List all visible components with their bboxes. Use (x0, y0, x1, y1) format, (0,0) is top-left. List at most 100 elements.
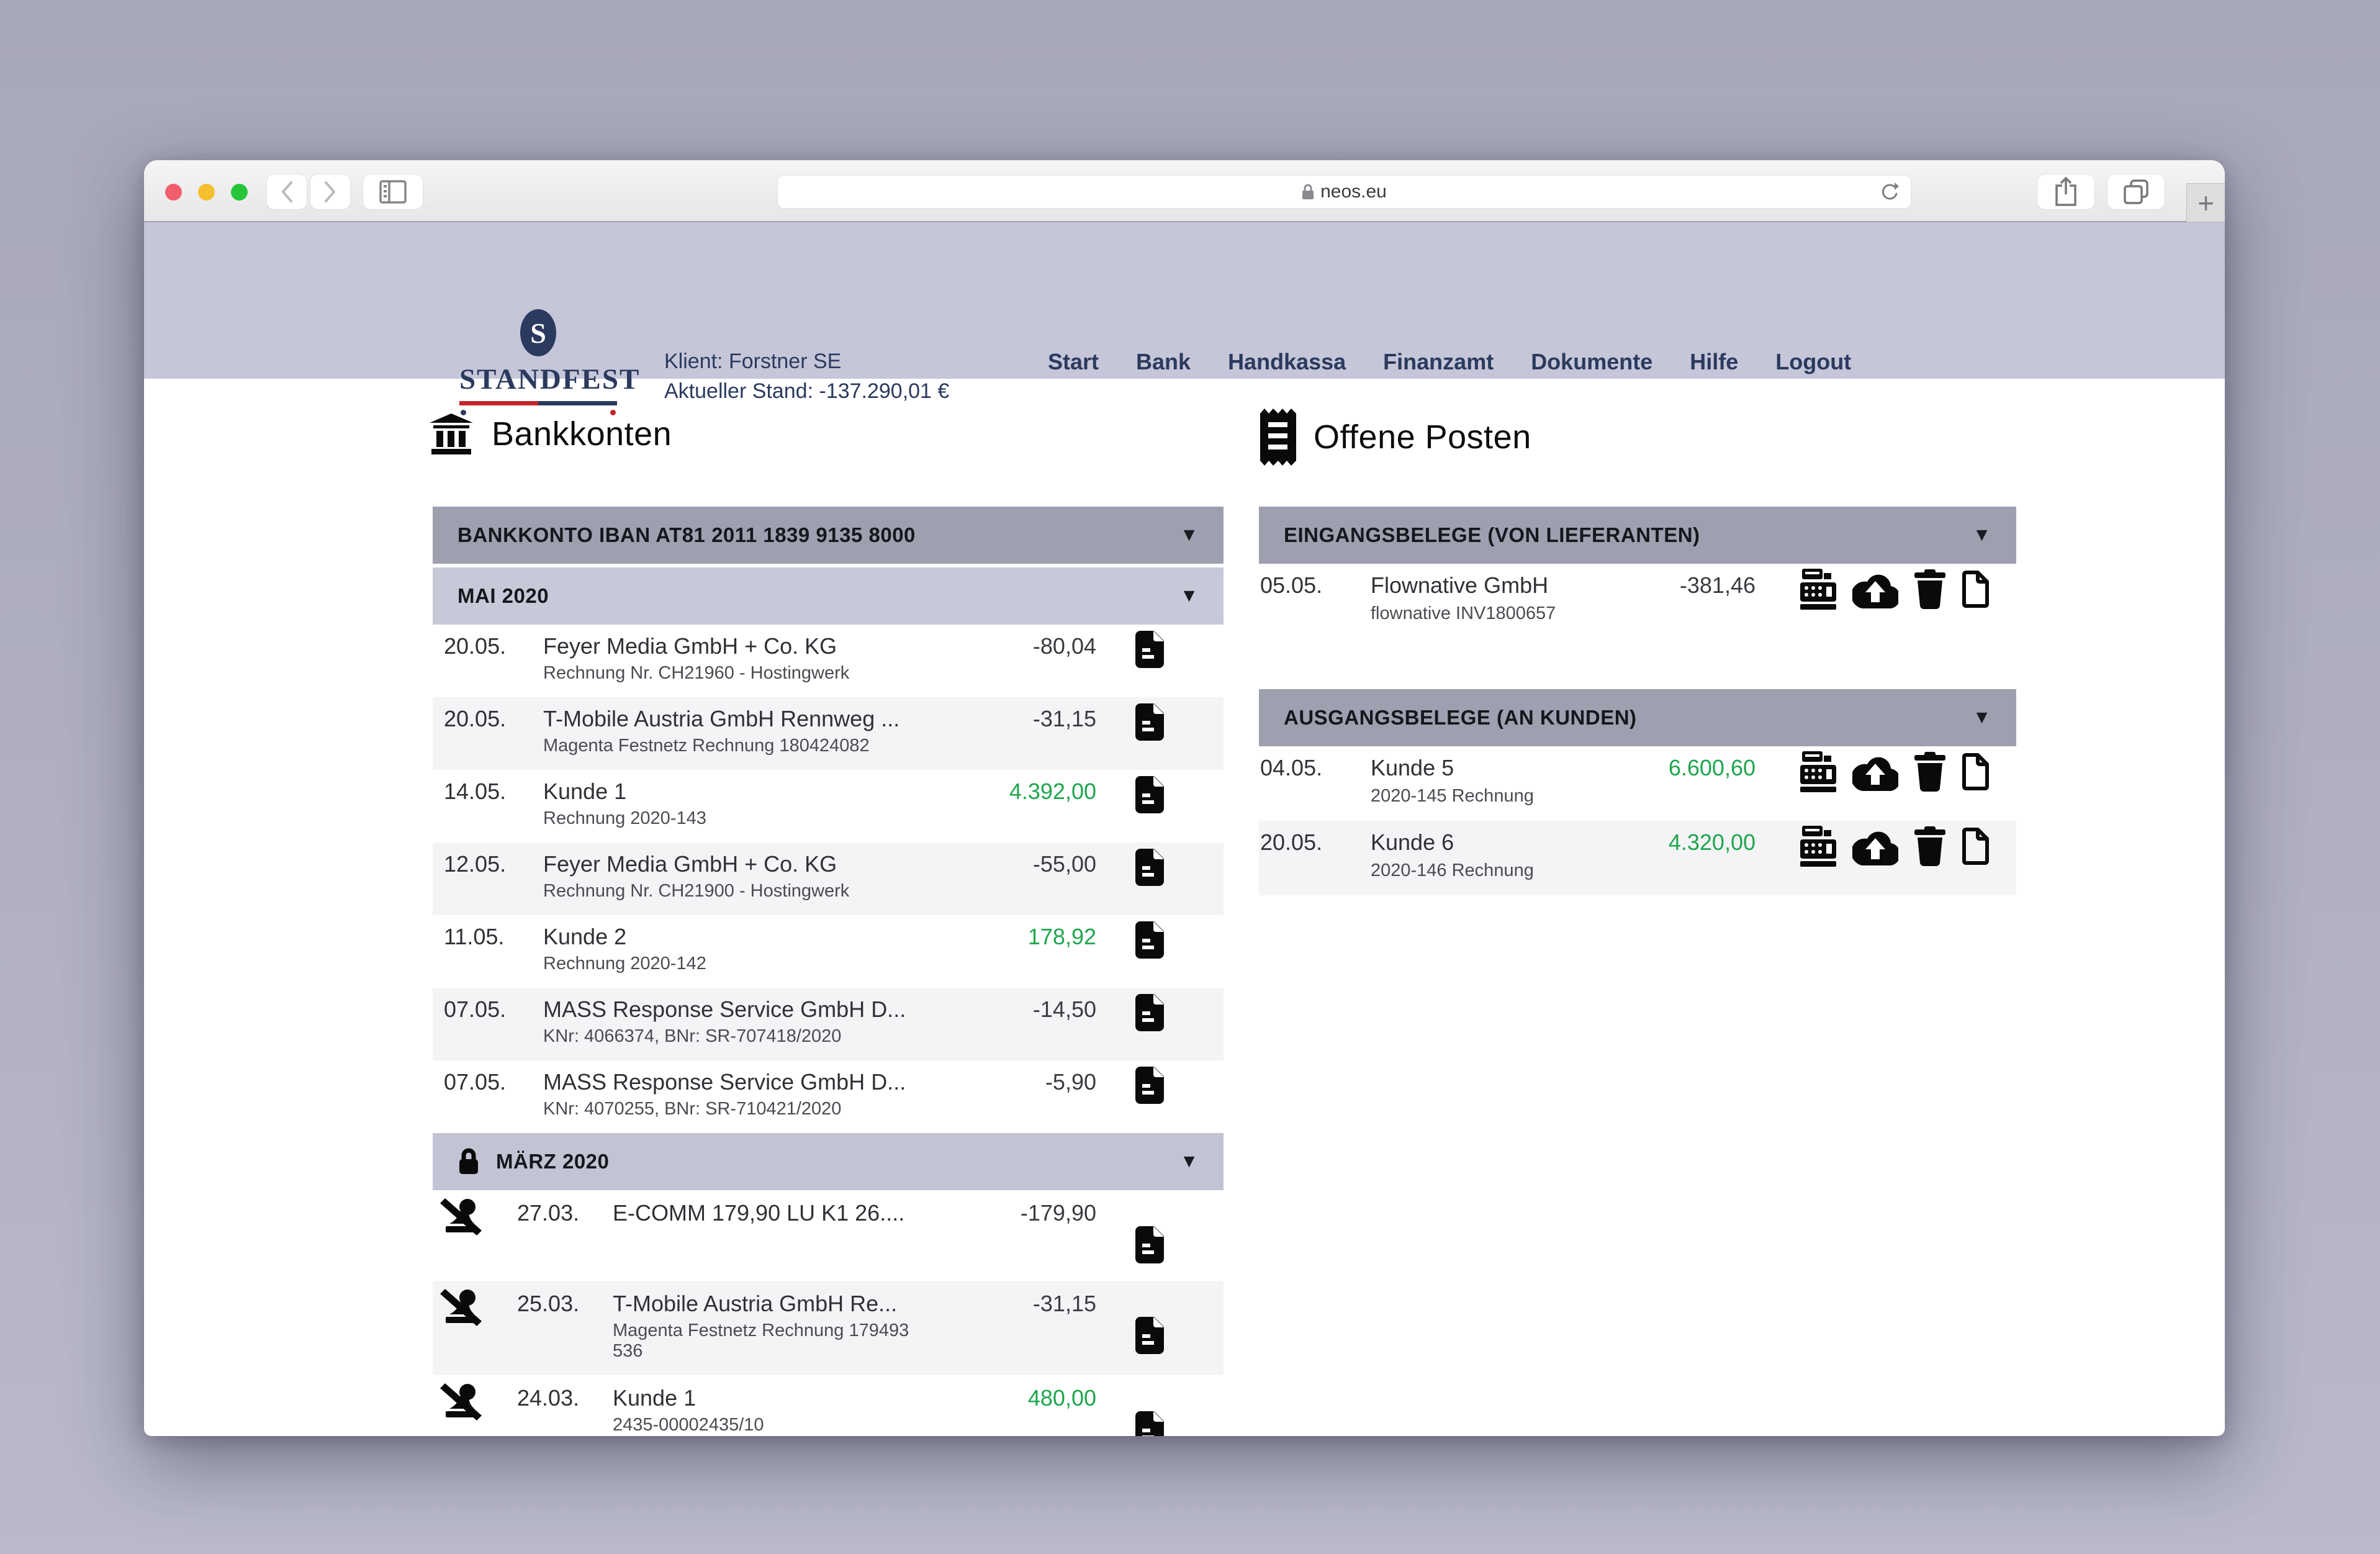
bank-transaction-row[interactable]: 20.05. Feyer Media GmbH + Co. KG Rechnun… (433, 625, 1224, 697)
minimize-window-button[interactable] (198, 184, 215, 201)
transaction-date: 25.03. (517, 1291, 580, 1316)
transaction-date: 11.05. (444, 924, 505, 949)
nav-item-finanzamt[interactable]: Finanzamt (1383, 349, 1494, 374)
transaction-name: Kunde 2 (543, 924, 627, 949)
transaction-detail: Rechnung 2020-142 (543, 954, 706, 974)
bank-rows-marz: 27.03. E-COMM 179,90 LU K1 26.... -179,9… (433, 1190, 1224, 1436)
transaction-amount: -179,90 (1020, 1200, 1096, 1226)
bank-month-header-mai[interactable]: MAI 2020 ▼ (433, 567, 1224, 625)
nav-item-start[interactable]: Start (1048, 349, 1099, 374)
new-tab-button[interactable]: + (2186, 183, 2225, 222)
document-date: 20.05. (1260, 829, 1323, 855)
row-actions (1800, 569, 1990, 610)
transaction-detail: KNr: 4066374, BNr: SR-707418/2020 (543, 1026, 842, 1046)
nav-item-handkassa[interactable]: Handkassa (1228, 349, 1346, 374)
document-lined-icon[interactable] (1135, 776, 1164, 813)
transaction-name: Kunde 1 (543, 779, 627, 804)
browser-window: neos.eu + (144, 160, 2225, 1436)
share-icon (2055, 176, 2076, 206)
collapse-caret-icon[interactable]: ▼ (1972, 707, 1991, 728)
back-button[interactable] (267, 174, 307, 209)
document-lined-icon[interactable] (1135, 631, 1164, 668)
share-button[interactable] (2037, 174, 2094, 209)
reload-button[interactable] (1878, 181, 1900, 207)
document-lined-icon[interactable] (1135, 1067, 1164, 1104)
bank-transaction-row-booked[interactable]: 27.03. E-COMM 179,90 LU K1 26.... -179,9… (433, 1190, 1224, 1281)
transaction-date: 27.03. (517, 1200, 580, 1226)
cash-register-icon[interactable] (1800, 826, 1836, 867)
document-lined-icon[interactable] (1135, 703, 1164, 741)
cash-register-icon[interactable] (1800, 569, 1836, 610)
collapse-caret-icon[interactable]: ▼ (1179, 1151, 1199, 1172)
bank-transaction-row[interactable]: 12.05. Feyer Media GmbH + Co. KG Rechnun… (433, 843, 1224, 915)
transaction-detail: Magenta Festnetz Rechnung 180424082 (543, 736, 870, 756)
bank-transaction-row[interactable]: 07.05. MASS Response Service GmbH D... K… (433, 988, 1224, 1060)
forward-button[interactable] (310, 174, 350, 209)
trash-icon[interactable] (1914, 826, 1945, 866)
document-blank-icon[interactable] (1962, 571, 1990, 608)
open-item-row[interactable]: 20.05. Kunde 6 2020-146 Rechnung 4.320,0… (1259, 821, 2016, 895)
current-balance: Aktueller Stand: -137.290,01 € (664, 379, 950, 403)
bank-transaction-row[interactable]: 14.05. Kunde 1 Rechnung 2020-143 4.392,0… (433, 770, 1224, 843)
nav-item-dokumente[interactable]: Dokumente (1531, 349, 1653, 374)
transaction-amount: -31,15 (1032, 1291, 1096, 1316)
tab-overview-button[interactable] (2107, 174, 2165, 209)
document-blank-icon[interactable] (1962, 753, 1990, 790)
document-lined-icon[interactable] (1135, 1226, 1164, 1263)
nav-item-logout[interactable]: Logout (1775, 349, 1852, 374)
url-text: neos.eu (1320, 181, 1387, 202)
cloud-upload-icon[interactable] (1852, 827, 1898, 865)
open-items-panel-title: Offene Posten (1260, 409, 1531, 466)
transaction-detail: Rechnung Nr. CH21960 - Hostingwerk (543, 663, 850, 683)
collapse-caret-icon[interactable]: ▼ (1179, 525, 1199, 545)
address-bar[interactable]: neos.eu (778, 176, 1911, 208)
document-blank-icon[interactable] (1962, 828, 1990, 865)
nav-item-hilfe[interactable]: Hilfe (1690, 349, 1739, 374)
bank-account-header[interactable]: BANKKONTO IBAN AT81 2011 1839 9135 8000 … (433, 507, 1224, 564)
transaction-date: 20.05. (444, 706, 507, 731)
bank-transaction-row-booked[interactable]: 24.03. Kunde 1 2435-00002435/10 480,00 (433, 1375, 1224, 1436)
open-item-row[interactable]: 04.05. Kunde 5 2020-145 Rechnung 6.600,6… (1259, 746, 2016, 821)
window-controls (165, 184, 248, 201)
close-window-button[interactable] (165, 184, 182, 201)
bank-transaction-row[interactable]: 07.05. MASS Response Service GmbH D... K… (433, 1060, 1224, 1133)
standfest-logo[interactable]: S STANDFEST (459, 309, 639, 417)
stamp-icon (440, 1383, 482, 1422)
document-amount: 6.600,60 (1668, 755, 1756, 780)
transaction-detail: Magenta Festnetz Rechnung 179493 536 (613, 1321, 909, 1361)
bank-transaction-row[interactable]: 11.05. Kunde 2 Rechnung 2020-142 178,92 (433, 915, 1224, 988)
reload-icon (1882, 183, 1899, 200)
document-lined-icon[interactable] (1135, 1411, 1164, 1436)
nav-item-bank[interactable]: Bank (1136, 349, 1191, 374)
cash-register-icon[interactable] (1800, 751, 1836, 792)
transaction-detail: 2435-00002435/10 (613, 1415, 764, 1435)
transaction-date: 14.05. (444, 779, 507, 804)
cloud-upload-icon[interactable] (1852, 570, 1898, 608)
cloud-upload-icon[interactable] (1852, 752, 1898, 791)
bank-transaction-row[interactable]: 20.05. T-Mobile Austria GmbH Rennweg ...… (433, 697, 1224, 770)
document-lined-icon[interactable] (1135, 921, 1164, 959)
bank-month-header-marz[interactable]: MÄRZ 2020 ▼ (433, 1133, 1224, 1190)
document-lined-icon[interactable] (1135, 849, 1164, 886)
transaction-date: 07.05. (444, 1069, 507, 1095)
document-lined-icon[interactable] (1135, 1317, 1164, 1354)
collapse-caret-icon[interactable]: ▼ (1972, 525, 1991, 545)
stamp-icon (440, 1198, 482, 1237)
sidebar-toggle-button[interactable] (363, 174, 423, 209)
document-lined-icon[interactable] (1135, 994, 1164, 1031)
app-header: S STANDFEST Klient: Forstner SE Aktuelle… (144, 222, 2225, 415)
collapse-caret-icon[interactable]: ▼ (1179, 585, 1199, 606)
document-amount: 4.320,00 (1668, 829, 1756, 855)
trash-icon[interactable] (1914, 752, 1945, 792)
transaction-amount: -14,50 (1032, 996, 1096, 1022)
zoom-window-button[interactable] (231, 184, 248, 201)
stamp-icon (440, 1288, 482, 1328)
transaction-date: 24.03. (517, 1385, 580, 1411)
incoming-docs-header[interactable]: EINGANGSBELEGE (VON LIEFERANTEN) ▼ (1259, 507, 2016, 564)
bank-transaction-row-booked[interactable]: 25.03. T-Mobile Austria GmbH Re... Magen… (433, 1281, 1224, 1375)
trash-icon[interactable] (1914, 569, 1945, 609)
lock-icon (458, 1147, 480, 1176)
outgoing-docs-header[interactable]: AUSGANGSBELEGE (AN KUNDEN) ▼ (1259, 689, 2016, 746)
transaction-amount: 4.392,00 (1009, 779, 1096, 804)
open-item-row[interactable]: 05.05. Flownative GmbH flownative INV180… (1259, 564, 2016, 638)
